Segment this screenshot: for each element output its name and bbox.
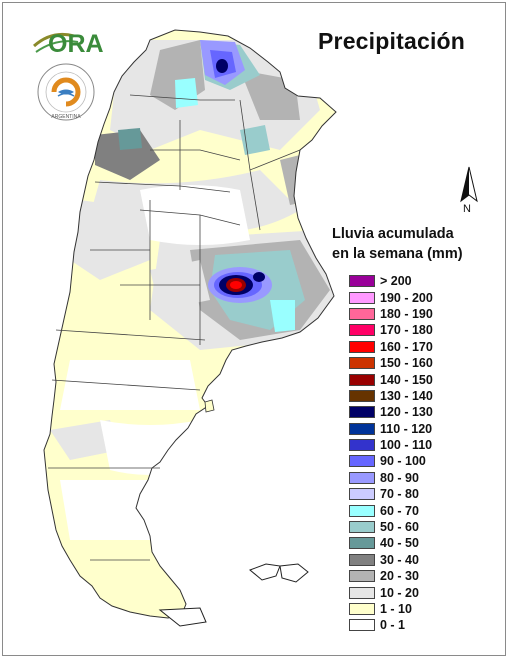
legend-item: 140 - 150 [349,371,433,387]
legend-label: 170 - 180 [380,323,433,338]
legend-item: 180 - 190 [349,306,433,322]
legend-item: 1 - 10 [349,601,433,617]
legend-label: 70 - 80 [380,487,419,502]
legend-item: 150 - 160 [349,355,433,371]
page-title: Precipitación [318,28,466,54]
legend-label: 90 - 100 [380,454,426,469]
legend-swatch [349,275,375,288]
legend-item: 110 - 120 [349,421,433,437]
legend-title-line2: en la semana (mm) [332,246,463,262]
legend-label: 0 - 1 [380,618,406,633]
legend-item: 80 - 90 [349,470,433,486]
legend-label: 110 - 120 [380,421,433,436]
ora-logo-text: ORA [48,30,104,58]
legend-swatch [349,291,375,304]
legend-item: 20 - 30 [349,568,433,584]
legend-label: 10 - 20 [380,585,419,600]
legend-label: 50 - 60 [380,520,419,535]
legend-label: 180 - 190 [380,306,433,321]
legend-label: 30 - 40 [380,552,419,567]
legend-title: Lluvia acumulada en la semana (mm) [332,224,463,264]
legend-item: 90 - 100 [349,453,433,469]
legend-swatch [349,439,375,452]
legend-swatch [349,553,375,566]
north-label: N [463,203,471,215]
legend-swatch [349,504,375,517]
legend-label: 20 - 30 [380,569,419,584]
north-arrow-icon [460,166,478,203]
legend-item: 70 - 80 [349,486,433,502]
legend-label: 150 - 160 [380,356,433,371]
legend-swatch [349,422,375,435]
legend-item: 50 - 60 [349,519,433,535]
legend-swatch [349,521,375,534]
legend-label: 120 - 130 [380,405,433,420]
legend-title-line1: Lluvia acumulada [332,226,454,242]
legend: > 200 190 - 200 180 - 190 170 - 180 160 - 17… [349,273,433,634]
legend-label: 40 - 50 [380,536,419,551]
legend-item: 160 - 170 [349,339,433,355]
legend-swatch [349,619,375,632]
ora-logo-icon [33,32,79,53]
legend-swatch [349,373,375,386]
legend-item: 0 - 1 [349,617,433,633]
legend-item: 30 - 40 [349,552,433,568]
legend-item: 40 - 50 [349,535,433,551]
legend-label: 80 - 90 [380,470,419,485]
smn-seal-icon: ARGENTINA [37,63,95,121]
legend-item: 10 - 20 [349,584,433,600]
seal-text: ARGENTINA [51,114,81,120]
legend-swatch [349,455,375,468]
legend-label: 1 - 10 [380,602,412,616]
legend-swatch [349,586,375,599]
legend-swatch [349,406,375,419]
legend-swatch [349,389,375,402]
legend-item: 190 - 200 [349,289,433,305]
legend-swatch [349,340,375,353]
legend-label: 60 - 70 [380,503,419,518]
legend-swatch [349,324,375,337]
legend-item: 100 - 110 [349,437,433,453]
legend-label: > 200 [380,274,412,289]
legend-label: 140 - 150 [380,372,433,387]
legend-swatch [349,570,375,583]
legend-item: 170 - 180 [349,322,433,338]
legend-label: 190 - 200 [380,290,433,305]
legend-label: 130 - 140 [380,388,433,403]
legend-label: 160 - 170 [380,339,433,354]
legend-swatch [349,537,375,550]
legend-swatch [349,357,375,370]
legend-item: > 200 [349,273,433,289]
legend-item: 60 - 70 [349,502,433,518]
legend-swatch [349,603,375,615]
legend-swatch [349,488,375,501]
legend-swatch [349,471,375,484]
legend-item: 130 - 140 [349,388,433,404]
legend-swatch [349,307,375,320]
legend-item: 120 - 130 [349,404,433,420]
legend-label: 100 - 110 [380,438,433,453]
